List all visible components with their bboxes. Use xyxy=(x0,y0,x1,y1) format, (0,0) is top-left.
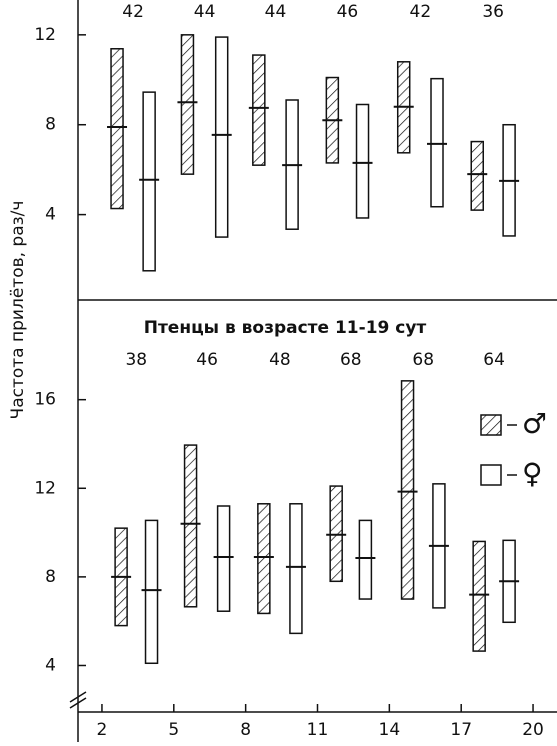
x-tick-label: 17 xyxy=(450,720,472,740)
range-bar xyxy=(110,48,124,210)
count-label: 68 xyxy=(412,350,434,370)
count-label: 44 xyxy=(194,2,216,22)
x-tick-label: 14 xyxy=(379,720,401,740)
count-label: 42 xyxy=(122,2,144,22)
count-label: 48 xyxy=(269,350,291,370)
range-bar xyxy=(252,54,266,166)
range-bar xyxy=(216,505,231,612)
count-label: 38 xyxy=(125,350,147,370)
range-bar xyxy=(472,540,486,652)
count-label: 46 xyxy=(196,350,218,370)
panel-title: Птенцы в возрасте 11-19 сут xyxy=(144,318,427,338)
range-bar xyxy=(358,519,373,600)
count-label: 68 xyxy=(340,350,362,370)
y-tick-label: 8 xyxy=(45,115,56,135)
range-bar xyxy=(144,519,159,665)
range-bar xyxy=(329,485,343,583)
y-label: Частота прилётов, раз/ч xyxy=(8,201,28,420)
y-tick-label: 12 xyxy=(34,478,56,498)
y-tick-label: 4 xyxy=(45,205,56,225)
range-bar xyxy=(430,77,444,208)
axis-break xyxy=(69,691,87,703)
range-bar xyxy=(355,103,370,219)
x-tick-label: 5 xyxy=(168,720,179,740)
y-tick-label: 8 xyxy=(45,567,56,587)
range-bar xyxy=(257,503,271,615)
x-tick-label: 2 xyxy=(97,720,108,740)
range-bar xyxy=(214,36,229,238)
range-bar xyxy=(289,503,303,635)
range-bar xyxy=(400,380,415,600)
range-bar xyxy=(470,140,484,211)
y-tick-label: 4 xyxy=(45,655,56,675)
range-bar xyxy=(180,34,195,175)
legend-label: ♀ xyxy=(522,457,543,490)
x-tick-label: 20 xyxy=(522,720,544,740)
legend-label: ♂ xyxy=(522,407,547,440)
legend-swatch xyxy=(480,464,502,486)
count-label: 44 xyxy=(265,2,287,22)
axis-break xyxy=(69,697,87,709)
y-tick-label: 12 xyxy=(34,25,56,45)
count-label: 46 xyxy=(337,2,359,22)
count-label: 36 xyxy=(482,2,504,22)
y-tick-label: 16 xyxy=(34,390,56,410)
x-tick-label: 8 xyxy=(240,720,251,740)
count-label: 42 xyxy=(410,2,432,22)
x-tick-label: 11 xyxy=(307,720,329,740)
range-bar xyxy=(183,444,198,608)
range-bar xyxy=(142,91,156,272)
count-label: 64 xyxy=(483,350,505,370)
legend-swatch xyxy=(480,414,502,436)
